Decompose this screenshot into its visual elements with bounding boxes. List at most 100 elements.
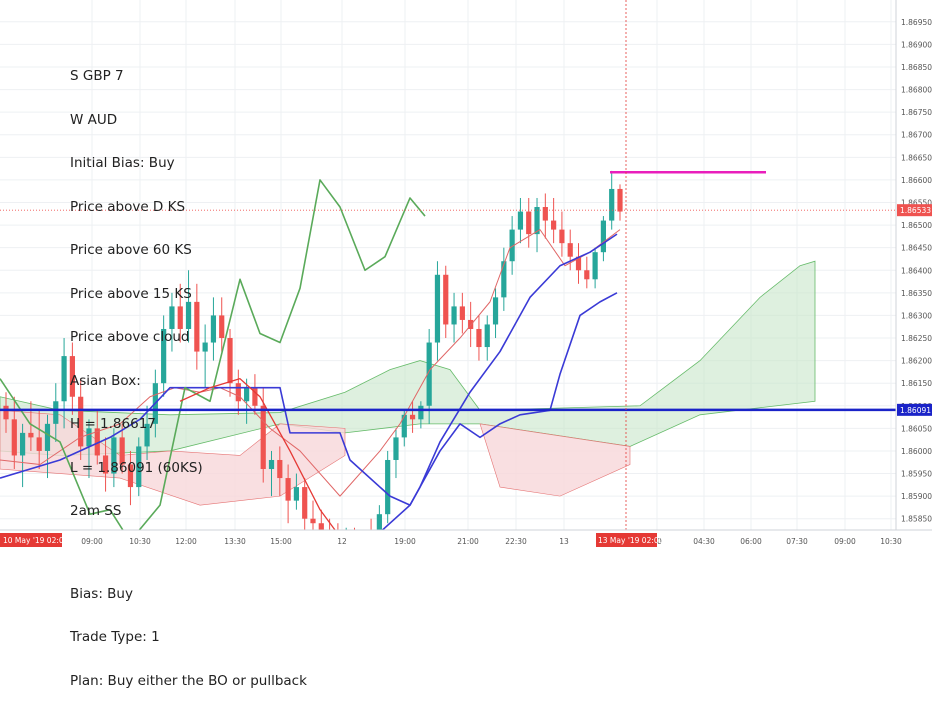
price-tick-label: 1.86250	[901, 334, 932, 343]
candle-body	[617, 188, 623, 212]
chart-canvas[interactable]: 1.86950 1.86900 1.86850 1.86800 1.86750 1.867…	[0, 0, 932, 550]
candle-body	[169, 306, 175, 329]
time-tag-cursor-label: 13 May '19 02:00	[598, 536, 664, 545]
candle-body	[418, 405, 424, 420]
candle-body	[61, 356, 67, 402]
time-axis-panel	[0, 530, 932, 550]
candle-body	[393, 437, 399, 460]
candle-body	[559, 229, 565, 244]
candle-body	[94, 428, 100, 456]
time-tick-label: 00	[652, 537, 662, 546]
candle-body	[53, 401, 59, 424]
candle-body	[177, 306, 183, 329]
candle-body	[194, 301, 200, 352]
time-tick-label: 15:00	[270, 537, 292, 546]
candle-body	[144, 423, 150, 447]
note-line: Price above D KS	[70, 198, 186, 215]
candle-body	[86, 428, 92, 447]
cloud-bearish	[0, 409, 346, 506]
price-tick-label: 1.86400	[901, 266, 932, 275]
candle-body	[11, 419, 17, 456]
price-tag-label: 1.86091	[900, 406, 931, 415]
candle-body	[302, 487, 308, 519]
price-tick-label: 1.86650	[901, 153, 932, 162]
note-line: Price above cloud	[70, 329, 190, 345]
candle-body	[434, 274, 441, 343]
candle-body	[426, 342, 432, 406]
price-tick-label: 1.85950	[901, 470, 932, 479]
note-line: 2am SS	[70, 503, 122, 519]
time-tick-label: 07:30	[786, 537, 808, 546]
price-tag	[897, 204, 932, 217]
time-tag-left-label: 10 May '19 02:00	[3, 536, 69, 545]
candle-body	[136, 446, 142, 488]
price-tick-label: 1.86300	[901, 311, 932, 320]
price-tick-label: 1.86900	[901, 40, 932, 49]
candle-body	[210, 315, 217, 343]
price-axis-panel	[896, 0, 932, 550]
candle-body	[36, 437, 42, 451]
candle-body	[161, 328, 167, 384]
candle-body	[219, 315, 225, 339]
note-line: Initial Bias: Buy	[70, 155, 175, 171]
price-tick-label: 1.86850	[901, 63, 932, 72]
candle-body	[584, 270, 590, 280]
price-tick-label: 1.85900	[901, 492, 932, 501]
price-tick-label: 1.86150	[901, 379, 932, 388]
candle-body	[293, 487, 300, 501]
candle-body	[575, 256, 582, 271]
kijun-line-2	[345, 292, 618, 543]
time-tick-label: 13	[559, 537, 569, 546]
time-tick-label: 09:00	[834, 537, 856, 546]
note-line: H = 1.86617	[70, 416, 156, 432]
time-tick-label: 19:00	[394, 537, 416, 546]
candle-body	[609, 188, 615, 221]
candle-body	[28, 432, 34, 438]
candle-body	[443, 274, 449, 325]
note-line: Bias: Buy	[70, 585, 133, 602]
candle-body	[268, 459, 275, 470]
candle-body	[202, 342, 208, 352]
candle-body	[592, 252, 598, 280]
note-line: Asian Box:	[70, 372, 141, 389]
note-line: Price above 15 KS	[70, 285, 192, 302]
chikou-line	[0, 179, 426, 543]
candle-body	[260, 405, 266, 470]
candle-body	[534, 207, 540, 235]
price-tick-label: 1.86800	[901, 86, 932, 95]
note-line: Trade Type: 1	[70, 629, 160, 645]
price-tick-label: 1.86600	[901, 176, 932, 185]
price-tick-label: 1.86950	[901, 18, 932, 27]
time-tick-label: 04:30	[693, 537, 715, 546]
candle-body	[542, 207, 548, 221]
time-tick-label: 13:30	[224, 537, 246, 546]
time-tag-left	[0, 533, 62, 547]
chart-area[interactable]: 1.86950 1.86900 1.86850 1.86800 1.86750 1.867…	[0, 0, 932, 688]
price-tag-label: 1.86533	[900, 206, 931, 215]
candle-body	[19, 432, 26, 456]
candle-body	[119, 437, 125, 465]
kijun-line	[0, 233, 618, 506]
time-tick-label: 10:30	[880, 537, 902, 546]
red-curve	[179, 378, 351, 550]
candle-body	[526, 211, 532, 235]
price-tick-label: 1.85850	[901, 515, 932, 524]
note-line: Plan: Buy either the BO or pullback	[70, 672, 307, 689]
time-tag-cursor	[596, 533, 657, 547]
note-line: S GBP 7	[70, 68, 124, 84]
price-tick-label: 1.86700	[901, 131, 932, 140]
candle-body	[401, 414, 407, 438]
price-tick-label: 1.86200	[901, 357, 932, 366]
note-line: W AUD	[70, 111, 118, 128]
candle-body	[600, 220, 607, 253]
time-tick-label: 12	[337, 537, 347, 546]
cloud-bearish	[479, 423, 631, 497]
candle-body	[517, 211, 524, 230]
candle-body	[44, 423, 51, 451]
candle-body	[492, 297, 499, 325]
time-tick-label: 10:30	[129, 537, 151, 546]
candle-body	[102, 455, 109, 474]
price-tick-label: 1.86550	[901, 199, 932, 208]
trade-notes: S GBP 7 W AUD Initial Bias: Buy Price ab…	[70, 40, 307, 717]
candle-body	[310, 518, 316, 524]
